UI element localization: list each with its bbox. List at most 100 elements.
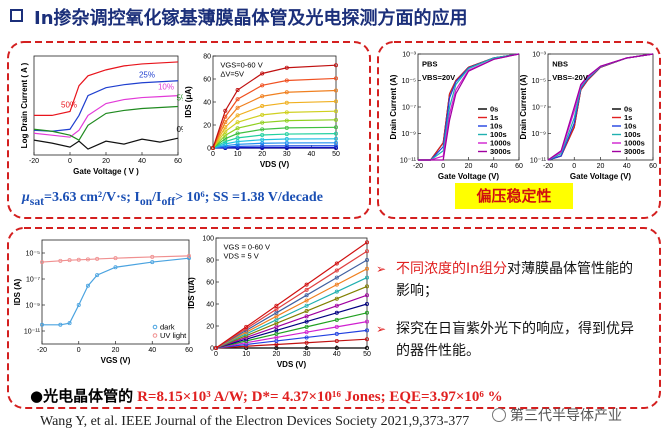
panel-frame <box>7 41 371 219</box>
data-point <box>260 71 265 76</box>
data-point <box>244 324 249 329</box>
data-point <box>210 146 215 151</box>
y-axis-label: IDS (μA) <box>184 86 193 118</box>
data-point <box>235 142 240 147</box>
series-line <box>212 138 337 149</box>
data-point <box>284 140 289 145</box>
series-line <box>215 285 368 349</box>
data-point <box>334 324 339 329</box>
data-point <box>333 125 338 130</box>
data-point <box>284 78 289 83</box>
data-point <box>364 240 369 245</box>
chart: -20 0 20 40 60 Gate Voltage ( V ) Log Drain Cu… <box>20 55 183 176</box>
x-tick-label: 20 <box>273 351 281 358</box>
data-point <box>284 100 289 105</box>
data-point <box>260 133 265 138</box>
x-tick-label: 60 <box>174 158 182 165</box>
x-tick-label: -20 <box>37 347 47 354</box>
legend-label: 1000s <box>490 139 511 148</box>
data-point <box>304 346 309 351</box>
y-tick-label: 20 <box>203 123 211 130</box>
data-point <box>284 137 289 142</box>
series-line <box>215 338 368 349</box>
caption-sub: off <box>161 194 176 208</box>
data-point <box>364 293 369 298</box>
y-axis-label: IDS (uA) <box>187 277 196 309</box>
x-tick-label: -20 <box>543 163 553 170</box>
x-tick-label: 20 <box>258 151 266 158</box>
x-tick-label: 20 <box>102 158 110 165</box>
x-tick-label: 40 <box>138 158 146 165</box>
bullet: ➢ 不同浓度的In组分对薄膜晶体管性能的影响； <box>376 258 646 302</box>
x-axis-label: VDS (V) <box>277 360 307 369</box>
data-point <box>364 249 369 254</box>
y-tick-label: 0 <box>210 346 214 353</box>
x-tick-label: 10 <box>242 351 250 358</box>
data-point <box>235 135 240 140</box>
series-line <box>215 241 368 349</box>
data-point <box>333 117 338 122</box>
data-point <box>213 346 218 351</box>
data-point <box>260 120 265 125</box>
data-point <box>304 287 309 292</box>
data-point <box>284 90 289 95</box>
y-tick-label: 100 <box>202 236 214 243</box>
data-point <box>235 97 240 102</box>
data-point <box>364 328 369 333</box>
stability-label: 偏压稳定性 <box>455 183 573 209</box>
bullet-arrow: ➢ <box>376 262 387 276</box>
x-tick-label: 30 <box>303 351 311 358</box>
series-line <box>212 133 337 149</box>
bullet-arrow: ➢ <box>376 322 387 336</box>
x-tick-label: 30 <box>283 151 291 158</box>
x-axis-label: VDS (V) <box>260 160 290 169</box>
x-tick-label: 50 <box>332 151 340 158</box>
data-point <box>364 302 369 307</box>
data-point <box>223 125 228 130</box>
y-tick-label: 10⁻⁷ <box>26 277 40 284</box>
x-axis-label: Gate Voltage ( V ) <box>73 167 139 176</box>
data-point <box>364 310 369 315</box>
data-point <box>304 340 309 345</box>
data-point <box>304 298 309 303</box>
slide-title: In掺杂调控氧化镓基薄膜晶体管及光电探测方面的应用 <box>34 8 468 29</box>
data-point <box>67 258 72 263</box>
data-point <box>186 253 191 258</box>
series-line <box>41 255 190 263</box>
watermark-text: 第三代半导体产业 <box>510 408 622 424</box>
data-point <box>334 317 339 322</box>
y-tick-label: 60 <box>206 280 214 287</box>
y-tick-label: 80 <box>203 54 211 61</box>
data-point <box>58 258 63 263</box>
data-point <box>235 105 240 110</box>
x-tick-label: 0 <box>441 163 445 170</box>
series-line <box>34 61 179 117</box>
data-point <box>284 110 289 115</box>
citation: Wang Y, et al. IEEE Journal of the Elect… <box>40 414 470 429</box>
series-line <box>215 250 368 349</box>
bullet: ➢ 探究在日盲紫外光下的响应，得到优异的器件性能。 <box>376 318 646 362</box>
x-tick-label: 50 <box>363 351 371 358</box>
data-point <box>260 104 265 109</box>
data-point <box>333 76 338 81</box>
series-line <box>215 268 368 349</box>
y-tick-label: 10⁻⁹ <box>26 303 40 310</box>
data-point <box>364 257 369 262</box>
data-point <box>113 265 118 270</box>
data-point <box>260 94 265 99</box>
series-line <box>547 53 654 161</box>
y-tick-label: 10⁻³ <box>532 52 546 59</box>
data-point <box>223 133 228 138</box>
data-point <box>304 314 309 319</box>
data-point <box>333 99 338 104</box>
y-tick-label: 80 <box>206 258 214 265</box>
y-tick-label: 40 <box>206 302 214 309</box>
caption-sub: on <box>139 194 153 208</box>
data-point <box>223 141 228 146</box>
y-tick-label: 10⁻⁹ <box>532 131 546 138</box>
x-tick-label: 40 <box>308 151 316 158</box>
y-tick-label: 10⁻⁷ <box>532 105 546 112</box>
data-point <box>274 303 279 308</box>
series-line <box>212 145 337 149</box>
data-point <box>334 282 339 287</box>
